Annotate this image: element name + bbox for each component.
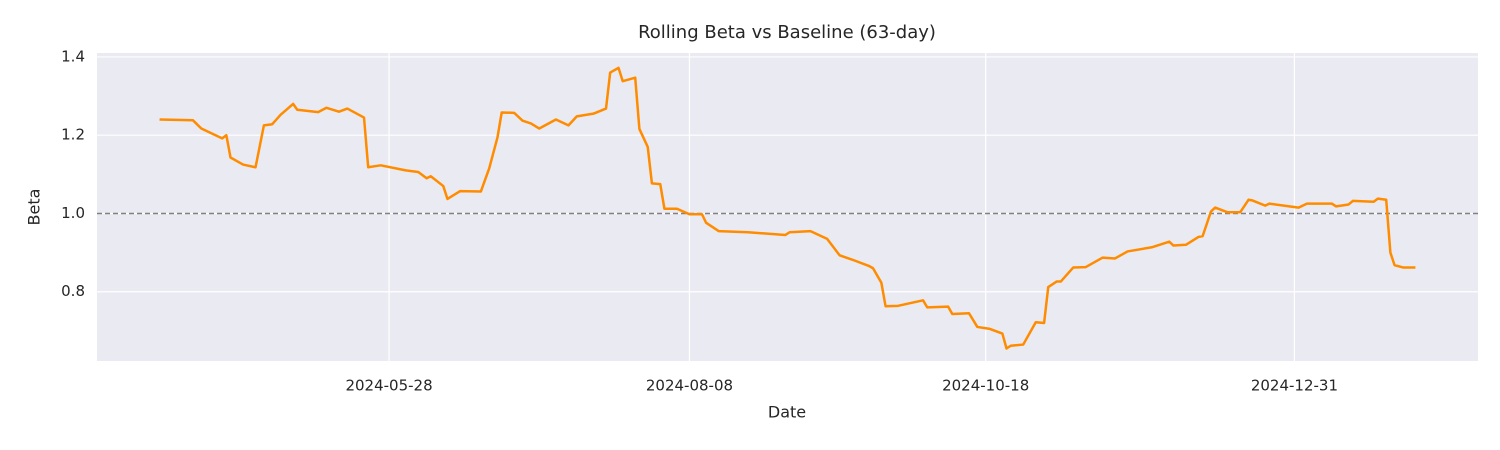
x-tick-label: 2024-10-18 [942,377,1029,395]
y-tick-label: 1.2 [61,126,85,144]
y-tick-label: 0.8 [61,282,85,300]
x-tick-label: 2024-08-08 [646,377,733,395]
beta-line [159,66,1416,350]
y-tick-label: 1.0 [61,204,85,222]
x-axis-label: Date [768,403,806,422]
x-tick-label: 2024-05-28 [345,377,432,395]
x-tick-label: 2024-12-31 [1251,377,1338,395]
y-axis-label: Beta [25,189,44,226]
chart-title: Rolling Beta vs Baseline (63-day) [638,22,936,43]
plot-area [97,53,1478,361]
y-tick-label: 1.4 [61,47,85,65]
